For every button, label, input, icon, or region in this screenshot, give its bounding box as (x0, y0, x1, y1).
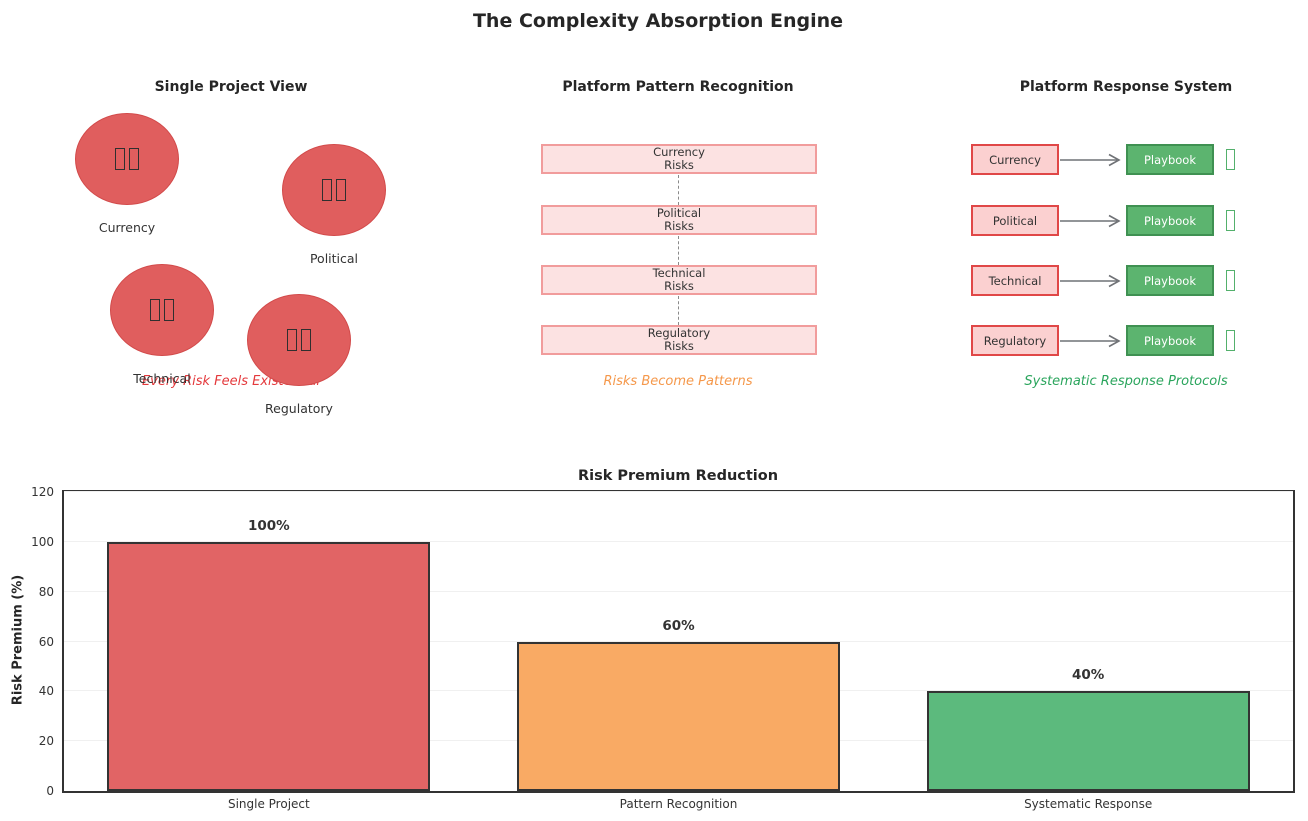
risk-pattern-box-line1: Technical (652, 266, 706, 280)
y-tick-label: 0 (46, 784, 54, 798)
risk-tag: Regulatory (971, 325, 1059, 356)
risk-tag: Technical (971, 265, 1059, 296)
caption-response-system: Systematic Response Protocols (1024, 374, 1228, 389)
risk-pattern-box: Currency Risks (541, 144, 817, 174)
y-tick-label: 120 (31, 485, 54, 499)
x-tick-label: Pattern Recognition (619, 797, 738, 811)
y-tick-label: 60 (38, 634, 54, 649)
dashed-connector (678, 175, 679, 205)
bar (107, 541, 431, 791)
bar (926, 691, 1250, 791)
gridline (64, 640, 1293, 642)
emoji-tofu-icon (129, 148, 139, 170)
risk-tag: Political (971, 205, 1059, 236)
bar-value-label: 60% (662, 617, 695, 634)
emoji-tofu-icon (150, 299, 160, 321)
risk-pattern-box-line2: Risks (664, 158, 694, 172)
bar-value-label: 100% (247, 517, 290, 534)
risk-pattern-box-line2: Risks (664, 339, 694, 353)
playbook-button: Playbook (1126, 325, 1214, 356)
gridline (64, 540, 1293, 542)
caption-pattern-recognition: Risks Become Patterns (603, 374, 753, 389)
risk-circle-label: Technical (133, 371, 191, 386)
risk-pattern-box: Regulatory Risks (541, 325, 817, 355)
x-tick-label: Systematic Response (1024, 797, 1153, 811)
check-tofu-icon (1226, 270, 1235, 291)
y-tick-label: 80 (38, 584, 54, 599)
emoji-tofu-icon (287, 329, 297, 351)
emoji-tofu-icon (164, 299, 174, 321)
y-tick-label: 100 (31, 534, 54, 549)
bar-chart-plot-area: 100% 60% 40% (62, 490, 1295, 793)
playbook-button: Playbook (1126, 265, 1214, 296)
emoji-tofu-icon (322, 179, 332, 201)
arrow-icon (1059, 333, 1125, 349)
check-tofu-icon (1226, 330, 1235, 351)
playbook-button: Playbook (1126, 144, 1214, 175)
risk-pattern-box-line1: Political (656, 206, 702, 220)
bar-value-label: 40% (1071, 667, 1105, 684)
chart-title: Risk Premium Reduction (577, 468, 779, 484)
panel-title-pattern-recognition: Platform Pattern Recognition (562, 79, 794, 95)
risk-circle (110, 264, 214, 356)
bar (517, 641, 840, 791)
dashed-connector (678, 296, 679, 325)
risk-pattern-box: Political Risks (541, 205, 817, 235)
playbook-button: Playbook (1126, 205, 1214, 236)
risk-circle-label: Political (309, 251, 359, 266)
panel-title-single-project: Single Project View (154, 79, 308, 95)
emoji-tofu-icon (115, 148, 125, 170)
risk-tag: Currency (971, 144, 1059, 175)
risk-circle (75, 113, 179, 205)
emoji-tofu-icon (301, 329, 311, 351)
panel-title-response-system: Platform Response System (1019, 79, 1233, 95)
risk-pattern-box-line2: Risks (664, 279, 694, 293)
risk-circle (247, 294, 351, 386)
check-tofu-icon (1226, 149, 1235, 170)
risk-pattern-box-line1: Regulatory (647, 326, 711, 340)
y-tick-label: 20 (38, 734, 54, 749)
risk-circle (282, 144, 386, 236)
arrow-icon (1059, 152, 1125, 168)
risk-pattern-box-line1: Currency (653, 145, 705, 159)
emoji-tofu-icon (336, 179, 346, 201)
gridline (64, 491, 1293, 492)
arrow-icon (1059, 213, 1125, 229)
y-tick-label: 40 (38, 684, 54, 699)
risk-circle-label: Regulatory (265, 401, 333, 416)
check-tofu-icon (1226, 210, 1235, 231)
gridline (64, 590, 1293, 592)
figure-title: The Complexity Absorption Engine (472, 10, 844, 32)
arrow-icon (1059, 273, 1125, 289)
risk-pattern-box-line2: Risks (664, 219, 694, 233)
dashed-connector (678, 236, 679, 265)
x-tick-label: Single Project (227, 797, 310, 811)
risk-circle-label: Currency (98, 220, 156, 235)
risk-pattern-box: Technical Risks (541, 265, 817, 295)
